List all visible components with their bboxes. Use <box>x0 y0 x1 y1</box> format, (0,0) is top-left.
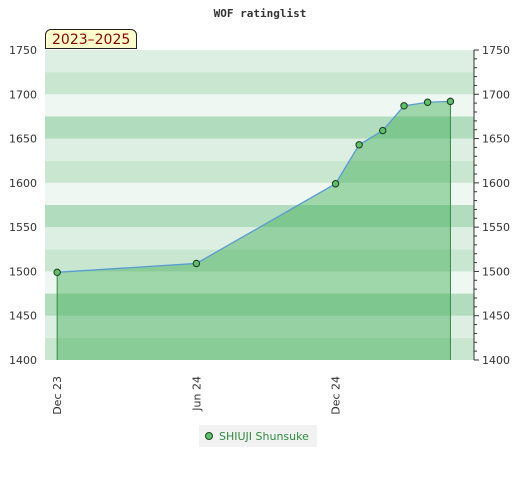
background-band <box>45 271 474 294</box>
data-point <box>400 102 408 110</box>
background-band <box>45 72 474 95</box>
background-band <box>45 138 474 161</box>
y-tick-label-left: 1550 <box>9 221 37 234</box>
background-band <box>45 160 474 183</box>
legend-label: SHIUJI Shunsuke <box>219 429 309 443</box>
y-tick-label-right: 1500 <box>482 265 510 278</box>
data-point <box>423 98 432 106</box>
y-tick-label-right: 1550 <box>482 221 510 234</box>
background-bands <box>45 50 474 360</box>
y-tick-label-left: 1500 <box>9 265 37 278</box>
series-area <box>56 100 451 360</box>
background-band <box>45 94 474 117</box>
series-points <box>53 97 455 277</box>
x-tick-label: Dec 24 <box>330 376 343 415</box>
data-point <box>355 141 363 149</box>
data-point <box>53 268 61 277</box>
data-point <box>331 180 340 188</box>
chart-title: WOF ratinglist <box>214 7 307 20</box>
background-band <box>45 293 474 316</box>
x-tick-label: Jun 24 <box>190 376 203 412</box>
axes: 1750 1750 1700 1700 1650 1650 1600 1600 1550 1550… <box>9 44 510 415</box>
y-tick-label-right: 1650 <box>482 133 510 146</box>
data-point <box>446 97 455 106</box>
y-tick-label-left: 1400 <box>9 354 37 367</box>
y-tick-label-left: 1750 <box>9 44 37 57</box>
legend[interactable]: SHIUJI Shunsuke <box>199 425 317 447</box>
y-tick-label-left: 1700 <box>9 88 37 101</box>
period-badge: 2023–2025 <box>45 29 138 49</box>
y-tick-label-right: 1450 <box>482 310 510 323</box>
background-band <box>45 205 474 228</box>
y-tick-label-right: 1600 <box>482 177 510 190</box>
y-tick-label-right: 1400 <box>482 354 510 367</box>
data-point <box>379 126 387 135</box>
data-point <box>192 259 201 268</box>
y-tick-label-right: 1700 <box>482 88 510 101</box>
background-band <box>45 50 474 73</box>
background-band <box>45 116 474 139</box>
y-tick-label-left: 1650 <box>9 133 37 146</box>
y-tick-label-left: 1600 <box>9 177 37 190</box>
background-band <box>45 227 474 250</box>
background-band <box>45 315 474 338</box>
y-tick-label-right: 1750 <box>482 44 510 57</box>
y-tick-label-left: 1450 <box>9 310 37 323</box>
legend-marker-icon <box>205 432 213 440</box>
background-band <box>45 337 474 360</box>
background-band <box>45 182 474 205</box>
series-line <box>57 100 451 273</box>
x-tick-label: Dec 23 <box>51 376 64 415</box>
